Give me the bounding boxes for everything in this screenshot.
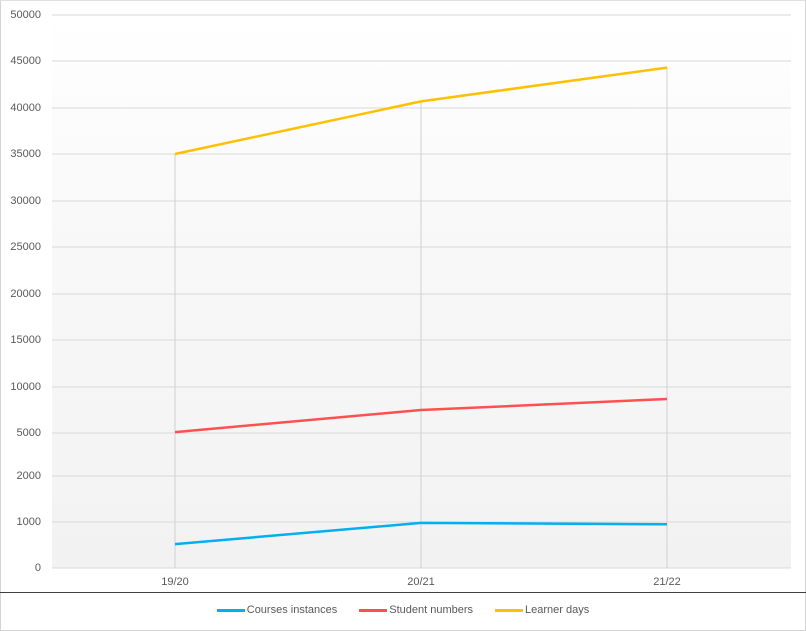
y-tick-label: 35000	[10, 148, 41, 160]
legend-label: Student numbers	[389, 604, 474, 616]
y-tick-label: 1000	[16, 516, 41, 528]
legend-item-learner-days[interactable]: Learner days	[495, 604, 589, 616]
series-line-student-numbers[interactable]	[174, 397, 668, 434]
series-line-learner-days[interactable]	[174, 66, 668, 156]
y-tick-label: 20000	[10, 288, 41, 300]
y-tick-label: 40000	[10, 102, 41, 114]
y-tick-label: 45000	[10, 55, 41, 67]
legend-swatch-icon	[495, 608, 524, 612]
legend-swatch-icon	[216, 608, 245, 612]
legend-label: Learner days	[525, 604, 590, 616]
x-tick-label: 21/22	[653, 576, 681, 588]
y-tick-label: 15000	[10, 334, 41, 346]
legend: Courses instances Student numbers Learne…	[0, 604, 806, 616]
y-tick-label: 25000	[10, 241, 41, 253]
x-tick-label: 19/20	[161, 576, 189, 588]
legend-item-courses-instances[interactable]: Courses instances	[216, 604, 338, 616]
x-tick-label: 20/21	[407, 576, 435, 588]
legend-item-student-numbers[interactable]: Student numbers	[359, 604, 473, 616]
y-tick-label: 30000	[10, 195, 41, 207]
series-lines	[174, 66, 668, 546]
category-gridlines	[174, 67, 668, 568]
legend-swatch-icon	[359, 608, 388, 612]
y-tick-label: 2000	[16, 470, 41, 482]
series-line-courses-instances[interactable]	[174, 521, 668, 546]
y-tick-label: 0	[34, 562, 41, 574]
y-tick-label: 10000	[10, 381, 41, 393]
legend-label: Courses instances	[246, 604, 338, 616]
legend-separator	[0, 592, 806, 593]
y-tick-label: 50000	[10, 9, 41, 21]
y-tick-label: 5000	[16, 427, 41, 439]
